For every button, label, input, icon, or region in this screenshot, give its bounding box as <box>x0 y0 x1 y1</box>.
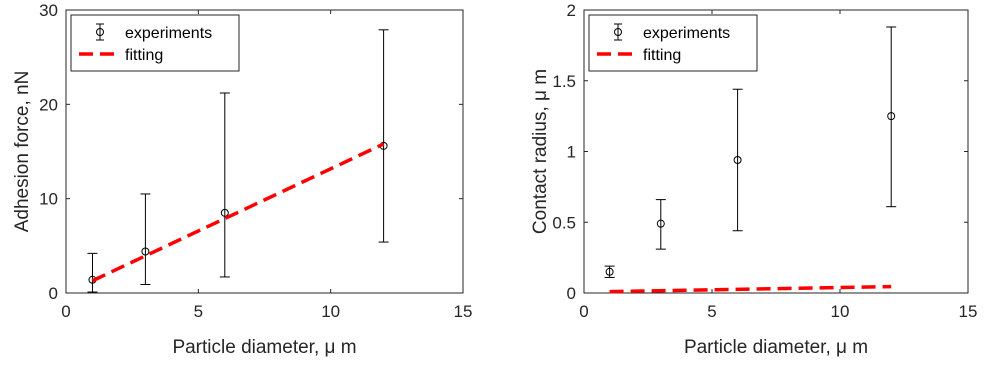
plot-area-frame <box>65 9 464 294</box>
legend-marker <box>614 28 622 36</box>
x-axis-label: Particle diameter, μ m <box>172 337 356 358</box>
y-tick-label: 30 <box>39 1 58 20</box>
legend-label: experiments <box>643 25 730 42</box>
data-point-marker <box>887 112 896 121</box>
data-point-marker <box>220 208 229 217</box>
y-tick-label: 0 <box>567 284 576 303</box>
x-tick-label: 5 <box>194 302 203 321</box>
y-tick-label: 1.5 <box>552 72 576 91</box>
y-tick-label: 10 <box>39 190 58 209</box>
legend-label: fitting <box>125 47 163 64</box>
x-axis-label: Particle diameter, μ m <box>684 337 868 358</box>
x-tick-label: 10 <box>321 302 340 321</box>
right-panel-chart: 0 5 10 15 0 0.5 1 1.5 2 Particle diameter, μ m Con… <box>530 1 977 358</box>
y-tick-label: 0 <box>49 284 58 303</box>
left-panel-chart: 0 5 10 15 0 10 20 30 Particle diameter, μ m Adhes… <box>12 1 472 358</box>
x-tick-label: 15 <box>959 302 978 321</box>
x-tick-label: 10 <box>831 302 850 321</box>
y-tick-label: 2 <box>567 1 576 20</box>
legend-marker <box>96 28 104 36</box>
fitting-line <box>91 142 385 283</box>
data-point-marker <box>605 267 614 276</box>
y-tick-label: 20 <box>39 95 58 114</box>
y-axis-label: Adhesion force, nN <box>12 71 33 233</box>
x-tick-label: 0 <box>61 302 70 321</box>
x-tick-label: 15 <box>454 302 473 321</box>
y-axis-label: Contact radius, μ m <box>530 69 551 234</box>
data-point-marker <box>656 219 665 228</box>
fitting-line <box>609 284 892 294</box>
x-tick-label: 0 <box>579 302 588 321</box>
data-point-marker <box>141 247 150 256</box>
legend-label: fitting <box>643 47 681 64</box>
x-tick-label: 5 <box>707 302 716 321</box>
data-point-marker <box>733 155 742 164</box>
y-tick-label: 0.5 <box>552 213 576 232</box>
y-tick-label: 1 <box>567 143 576 162</box>
legend-label: experiments <box>125 25 212 42</box>
